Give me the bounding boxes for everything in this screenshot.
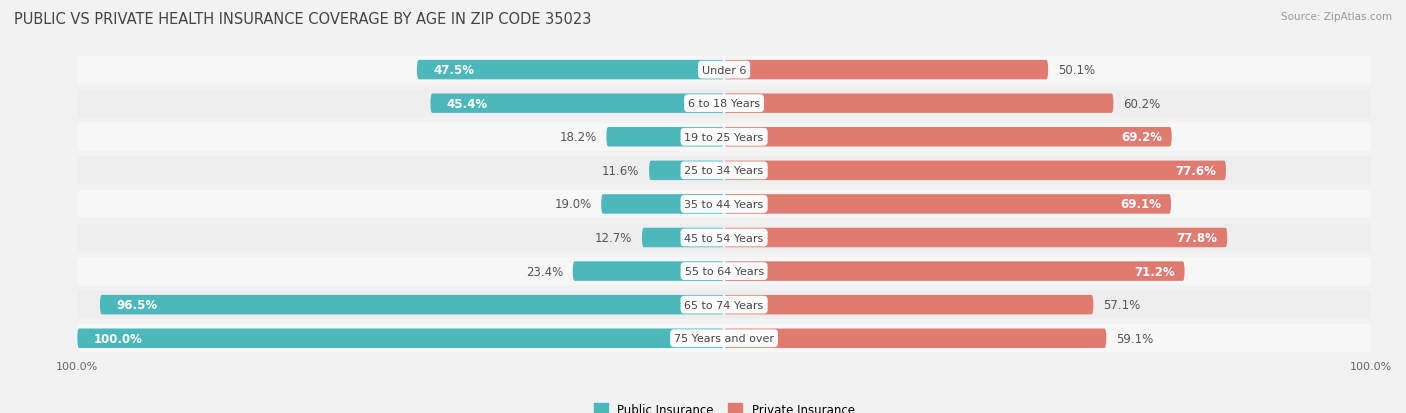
FancyBboxPatch shape [77, 329, 724, 348]
Text: 6 to 18 Years: 6 to 18 Years [688, 99, 761, 109]
FancyBboxPatch shape [77, 56, 1371, 85]
FancyBboxPatch shape [430, 94, 724, 114]
Text: 35 to 44 Years: 35 to 44 Years [685, 199, 763, 209]
FancyBboxPatch shape [724, 329, 1107, 348]
Text: 12.7%: 12.7% [595, 231, 633, 244]
Text: 19.0%: 19.0% [554, 198, 592, 211]
FancyBboxPatch shape [724, 228, 1227, 248]
Text: 57.1%: 57.1% [1104, 299, 1140, 311]
Text: 45 to 54 Years: 45 to 54 Years [685, 233, 763, 243]
FancyBboxPatch shape [77, 324, 1371, 353]
Text: 60.2%: 60.2% [1123, 97, 1160, 110]
Text: 55 to 64 Years: 55 to 64 Years [685, 266, 763, 276]
FancyBboxPatch shape [572, 262, 724, 281]
Text: 77.6%: 77.6% [1175, 164, 1216, 178]
Text: PUBLIC VS PRIVATE HEALTH INSURANCE COVERAGE BY AGE IN ZIP CODE 35023: PUBLIC VS PRIVATE HEALTH INSURANCE COVER… [14, 12, 592, 27]
Legend: Public Insurance, Private Insurance: Public Insurance, Private Insurance [593, 403, 855, 413]
FancyBboxPatch shape [724, 94, 1114, 114]
FancyBboxPatch shape [606, 128, 724, 147]
FancyBboxPatch shape [77, 90, 1371, 118]
FancyBboxPatch shape [77, 157, 1371, 185]
FancyBboxPatch shape [77, 257, 1371, 285]
Text: 69.1%: 69.1% [1121, 198, 1161, 211]
Text: 11.6%: 11.6% [602, 164, 640, 178]
FancyBboxPatch shape [650, 161, 724, 180]
Text: 50.1%: 50.1% [1057, 64, 1095, 77]
Text: Under 6: Under 6 [702, 65, 747, 76]
Text: 19 to 25 Years: 19 to 25 Years [685, 133, 763, 142]
Text: 59.1%: 59.1% [1116, 332, 1153, 345]
Text: 47.5%: 47.5% [433, 64, 474, 77]
Text: 69.2%: 69.2% [1121, 131, 1161, 144]
Text: 23.4%: 23.4% [526, 265, 562, 278]
FancyBboxPatch shape [724, 128, 1171, 147]
Text: 18.2%: 18.2% [560, 131, 596, 144]
FancyBboxPatch shape [77, 224, 1371, 252]
FancyBboxPatch shape [724, 195, 1171, 214]
FancyBboxPatch shape [77, 291, 1371, 319]
FancyBboxPatch shape [643, 228, 724, 248]
Text: 71.2%: 71.2% [1135, 265, 1175, 278]
Text: 77.8%: 77.8% [1177, 231, 1218, 244]
FancyBboxPatch shape [724, 61, 1047, 80]
FancyBboxPatch shape [77, 190, 1371, 218]
FancyBboxPatch shape [724, 161, 1226, 180]
FancyBboxPatch shape [724, 295, 1094, 315]
Text: 100.0%: 100.0% [94, 332, 142, 345]
Text: 75 Years and over: 75 Years and over [673, 333, 775, 344]
Text: Source: ZipAtlas.com: Source: ZipAtlas.com [1281, 12, 1392, 22]
Text: 65 to 74 Years: 65 to 74 Years [685, 300, 763, 310]
FancyBboxPatch shape [418, 61, 724, 80]
FancyBboxPatch shape [602, 195, 724, 214]
FancyBboxPatch shape [100, 295, 724, 315]
Text: 45.4%: 45.4% [447, 97, 488, 110]
FancyBboxPatch shape [77, 123, 1371, 152]
Text: 25 to 34 Years: 25 to 34 Years [685, 166, 763, 176]
FancyBboxPatch shape [724, 262, 1185, 281]
Text: 96.5%: 96.5% [117, 299, 157, 311]
